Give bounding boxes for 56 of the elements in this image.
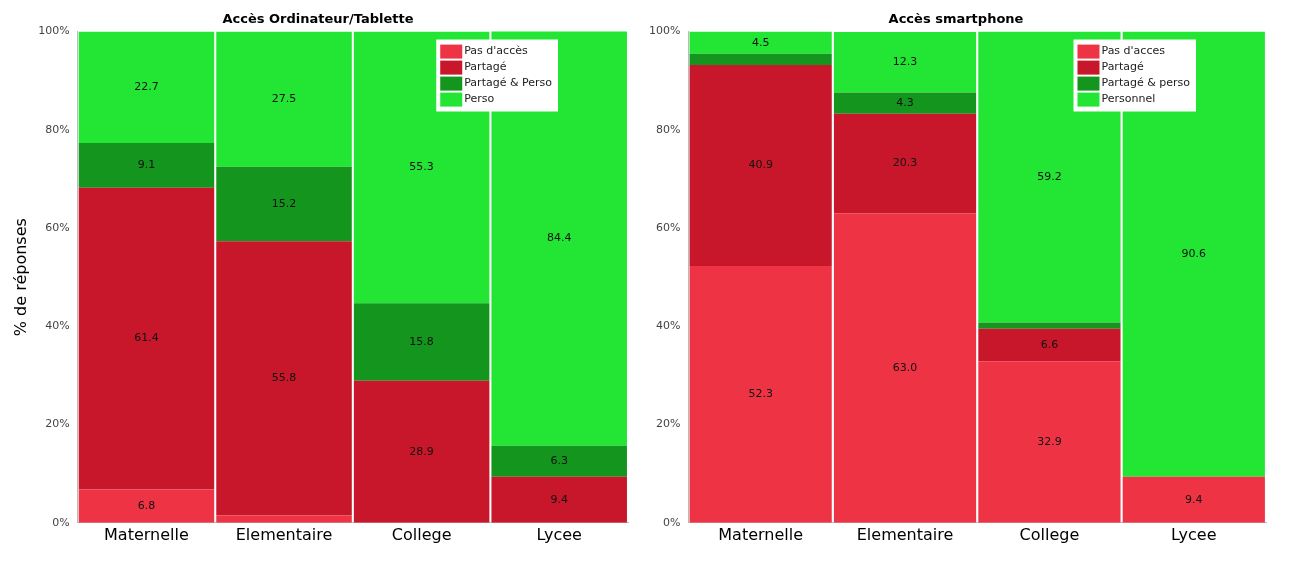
legend-label: Partagé & Perso (464, 76, 553, 90)
y-tick-label: 100% (648, 24, 681, 38)
legend-label: Partagé & perso (1101, 76, 1191, 90)
data-label: 84.4 (546, 231, 572, 245)
y-tick-label: 40% (45, 319, 70, 333)
data-label: 15.2 (271, 196, 297, 210)
y-axis-title: % de réponses (10, 218, 30, 337)
data-label: 59.2 (1037, 169, 1062, 183)
y-tick-label: 80% (655, 122, 681, 136)
legend-label: Personnel (1101, 92, 1156, 106)
x-tick-label: Maternelle (718, 524, 804, 544)
y-tick-label: 60% (45, 220, 70, 234)
x-tick-label: College (1019, 524, 1080, 544)
legend-label: Perso (464, 92, 495, 106)
y-tick-label: 0% (662, 515, 681, 529)
data-label: 63.0 (892, 360, 918, 374)
x-tick-label: Lycee (536, 524, 582, 544)
data-label: 55.8 (271, 371, 297, 385)
x-tick-label: Maternelle (104, 524, 189, 544)
data-label: 9.4 (1185, 492, 1203, 506)
legend-label: Pas d'accès (464, 44, 528, 58)
data-label: 40.9 (748, 158, 773, 172)
y-tick-label: 100% (38, 24, 70, 38)
data-label: 27.5 (271, 92, 297, 105)
data-label: 90.6 (1181, 246, 1207, 260)
data-label: 4.3 (896, 95, 914, 109)
data-label: 32.9 (1037, 434, 1062, 448)
y-tick-label: 0% (52, 515, 70, 529)
data-label: 6.8 (137, 498, 156, 512)
x-tick-label: College (391, 524, 452, 544)
data-label: 4.5 (751, 35, 770, 49)
x-tick-label: Elementaire (235, 524, 333, 544)
data-label: 20.3 (892, 156, 918, 170)
data-label: 55.3 (409, 160, 434, 174)
y-tick-label: 60% (655, 220, 681, 234)
data-label: 22.7 (134, 80, 159, 94)
data-label: 12.3 (892, 55, 918, 69)
y-tick-label: 40% (655, 319, 681, 333)
data-label: 9.4 (550, 492, 568, 506)
legend-label: Partagé (464, 60, 507, 74)
legend-label: Pas d'acces (1101, 44, 1166, 58)
chart-title: Accès Ordinateur/Tablette (222, 11, 414, 27)
data-label: 61.4 (134, 331, 159, 345)
data-label: 6.3 (550, 454, 568, 468)
data-label: 9.1 (137, 158, 156, 172)
data-label: 28.9 (409, 444, 434, 458)
data-label: 15.8 (409, 334, 434, 348)
data-label: 52.3 (748, 387, 773, 401)
y-tick-label: 20% (45, 417, 70, 431)
x-tick-label: Elementaire (856, 524, 954, 544)
chart-title: Accès smartphone (888, 11, 1024, 27)
legend-label: Partagé (1101, 60, 1144, 74)
data-label: 6.6 (1040, 337, 1059, 351)
y-tick-label: 20% (655, 417, 681, 431)
x-tick-label: Lycee (1171, 524, 1217, 544)
y-tick-label: 80% (45, 122, 70, 136)
